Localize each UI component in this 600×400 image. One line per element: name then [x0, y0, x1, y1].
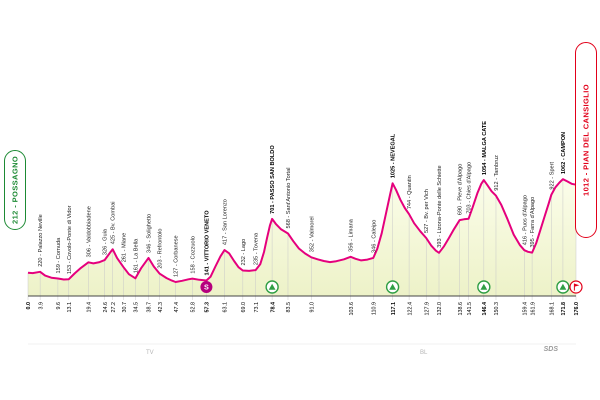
km-tick-label: 103.6	[349, 302, 355, 316]
km-tick-label: 138.6	[458, 302, 464, 316]
km-tick-label: 150.3	[494, 302, 500, 316]
waypoint-label: 141 - VITTORIO VENETO	[204, 210, 210, 276]
km-tick-label: 171.8	[561, 302, 567, 316]
waypoint-label: 261 - Miane	[122, 233, 128, 263]
waypoint-label: 346 - Solighetto	[146, 214, 152, 253]
km-tick-label: 78.4	[270, 302, 276, 313]
waypoint-label: 158 - Cozzuolo	[190, 236, 196, 274]
km-tick-label: 176.0	[574, 302, 580, 316]
km-tick-label: 63.1	[223, 302, 229, 313]
km-tick-label: 13.1	[67, 302, 73, 313]
finish-badge: 1012 - PIAN DEL CANSIGLIO	[575, 42, 597, 238]
km-tick-label: 146.4	[482, 302, 488, 316]
waypoint-label: 127 - Corbanese	[174, 235, 180, 277]
waypoint-label: 393 - Lizona-Ponte delle Schiette	[437, 165, 443, 247]
km-tick-label: 3.9	[38, 302, 44, 310]
km-tick-label: 52.8	[191, 302, 197, 313]
waypoint-label: 568 - Sant'Antonio Tortal	[286, 168, 292, 229]
km-tick-label: 47.4	[174, 302, 180, 313]
waypoint-label: 1054 - MALGA CATE	[482, 121, 488, 175]
waypoint-label: 703 - Chies d'Alpago	[467, 162, 473, 214]
sprint-marker-icon	[200, 281, 213, 293]
km-tick-label: 91.0	[310, 302, 316, 313]
km-tick-label: 24.6	[103, 302, 109, 313]
km-tick-label: 19.4	[87, 302, 93, 313]
waypoint-label: 527 - Bv. per Vich	[424, 189, 430, 233]
waypoint-label: 425 - Bv. Combai	[111, 201, 117, 244]
km-tick-label: 117.1	[391, 302, 397, 315]
waypoint-label: 912 - Tambruz	[494, 155, 500, 191]
km-tick-label: 83.5	[286, 302, 292, 313]
waypoint-label: 153 - Covolo-Ponte di Vidor	[67, 205, 73, 274]
sds-brand-label: SDS	[543, 346, 558, 353]
province-label-bl: BL	[420, 350, 428, 356]
waypoint-label: 690 - Pieve d'Alpago	[458, 164, 464, 215]
waypoint-label: 306 - Valdobbiadene	[86, 206, 92, 257]
waypoint-label: 159 - Cornuda	[56, 237, 62, 274]
km-tick-label: 0.0	[26, 302, 32, 310]
km-tick-label: 141.5	[467, 302, 473, 316]
kom-mountain-glyph	[559, 283, 567, 290]
waypoint-label: 232 - Lago	[241, 239, 247, 266]
km-tick-label: 73.1	[254, 302, 260, 313]
km-tick-label: 9.6	[56, 302, 62, 310]
waypoint-label: 417 - San Lorenzo	[222, 199, 228, 245]
waypoint-label: 922 - Spert	[549, 161, 555, 189]
waypoint-label: 416 - Puos d'Alpago	[522, 195, 528, 245]
profile-line	[27, 178, 577, 283]
waypoint-label: 395 - Farra d'Alpago	[530, 197, 536, 248]
waypoint-label: 701 - PASSO SAN BOLDO	[270, 145, 276, 214]
waypoint-label: 352 - Valmorel	[309, 216, 315, 252]
finish-flag-glyph	[574, 283, 580, 287]
waypoint-label: 235 - Tovena	[254, 232, 260, 265]
km-tick-label: 38.7	[147, 302, 153, 313]
km-tick-label: 159.4	[523, 302, 529, 316]
km-tick-label: 127.9	[424, 302, 430, 316]
waypoint-label: 203 - Refrontolo	[158, 229, 164, 269]
province-label-tv: TV	[146, 350, 154, 356]
kom-mountain-glyph	[268, 283, 276, 290]
km-tick-label: 57.3	[205, 302, 211, 313]
kom-mountain-glyph	[389, 283, 397, 290]
waypoint-label: 326 - Guia	[103, 228, 109, 255]
km-tick-label: 27.2	[111, 302, 117, 313]
km-tick-label: 42.3	[158, 302, 164, 313]
km-tick-label: 161.9	[530, 302, 536, 316]
km-tick-label: 168.1	[550, 302, 556, 316]
waypoint-label: 356 - Limana	[349, 218, 355, 252]
waypoint-label: 346 - Caleipo	[371, 220, 377, 253]
km-tick-label: 110.9	[372, 302, 378, 315]
km-tick-label: 69.0	[241, 302, 247, 313]
waypoint-label: 744 - Quantin	[407, 175, 413, 209]
km-tick-label: 34.5	[134, 302, 140, 313]
finish-marker-icon	[569, 280, 583, 294]
km-tick-label: 30.7	[122, 302, 128, 313]
waypoint-label: 161 - La Bella	[133, 238, 139, 273]
waypoint-label: 1062 - CAMPON	[561, 132, 567, 174]
km-tick-label: 122.4	[407, 302, 413, 316]
sprint-marker-letter: S	[204, 283, 209, 292]
waypoint-label: 1025 - NEVEGAL	[391, 133, 397, 178]
start-badge: 212 - POSSAGNO	[4, 150, 26, 230]
waypoint-label: 220 - Palazzo Neville	[38, 214, 44, 267]
kom-mountain-glyph	[480, 283, 488, 290]
km-tick-label: 132.0	[437, 302, 443, 316]
